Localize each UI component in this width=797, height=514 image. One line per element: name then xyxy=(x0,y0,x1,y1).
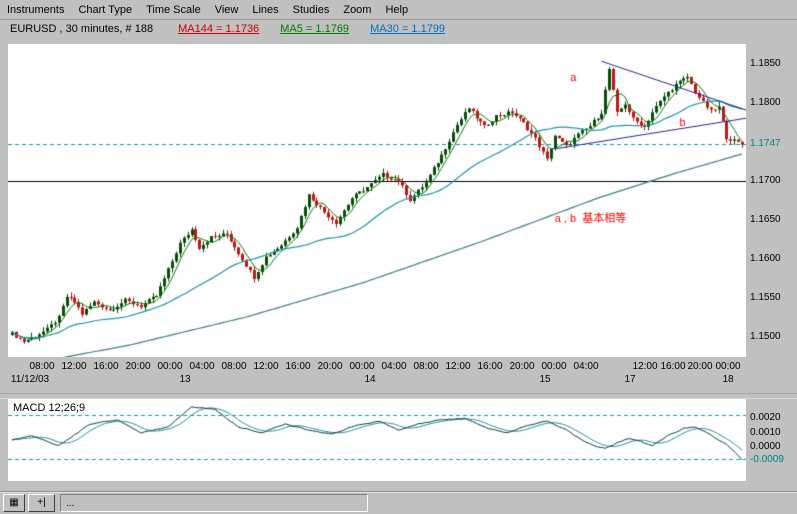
macd-current-value-label: -0.0009 xyxy=(750,454,784,465)
plus-divider-icon: +| xyxy=(37,497,46,508)
time-axis-label: 12:00 xyxy=(632,361,658,372)
macd-chart-canvas[interactable] xyxy=(8,399,746,481)
time-axis-label: 04:00 xyxy=(381,361,407,372)
menu-instruments[interactable]: Instruments xyxy=(7,3,65,16)
price-axis-label: 1.1600 xyxy=(750,253,781,264)
current-price-label: 1.1747 xyxy=(750,138,781,149)
status-message-text: ... xyxy=(66,497,75,509)
macd-axis-label: 0.0020 xyxy=(750,412,781,423)
time-axis-label: 04:00 xyxy=(573,361,599,372)
time-axis-label: 12:00 xyxy=(253,361,279,372)
menu-lines[interactable]: Lines xyxy=(252,3,279,16)
panel-splitter[interactable] xyxy=(0,393,797,399)
ma5-study-label[interactable]: MA5 = 1.1769 xyxy=(280,23,350,35)
menu-time-scale[interactable]: Time Scale xyxy=(146,3,201,16)
zoom-tools-button[interactable]: +| xyxy=(28,494,55,512)
macd-panel: MACD 12;26;9 xyxy=(8,399,746,481)
menu-chart-type[interactable]: Chart Type xyxy=(78,3,133,16)
time-axis-label: 00:00 xyxy=(715,361,741,372)
date-axis-label: 11/12/03 xyxy=(10,374,50,385)
time-axis-label: 16:00 xyxy=(93,361,119,372)
status-bar: ▦ +| ... xyxy=(0,491,797,514)
time-axis-label: 20:00 xyxy=(687,361,713,372)
date-axis-label: 17 xyxy=(624,374,636,385)
price-axis-label: 1.1700 xyxy=(750,175,781,186)
grid-icon: ▦ xyxy=(9,497,19,508)
instrument-info-label: EURUSD , 30 minutes, # 188 xyxy=(10,23,154,35)
time-axis-label: 20:00 xyxy=(509,361,535,372)
date-axis-label: 15 xyxy=(539,374,551,385)
time-axis-label: 16:00 xyxy=(477,361,503,372)
time-axis-label: 16:00 xyxy=(285,361,311,372)
time-axis-label: 00:00 xyxy=(157,361,183,372)
date-axis-label: 13 xyxy=(179,374,191,385)
macd-axis-label: 0.0000 xyxy=(750,441,781,452)
menu-studies[interactable]: Studies xyxy=(292,3,330,16)
menu-zoom[interactable]: Zoom xyxy=(343,3,372,16)
price-axis-label: 1.1850 xyxy=(750,58,781,69)
time-axis-label: 20:00 xyxy=(317,361,343,372)
ma144-study-label[interactable]: MA144 = 1.1736 xyxy=(178,23,260,35)
chart-info-bar: EURUSD , 30 minutes, # 188 MA144 = 1.173… xyxy=(10,23,463,35)
menu-help[interactable]: Help xyxy=(385,3,409,16)
price-chart-panel xyxy=(8,44,746,357)
macd-axis-label: 0.0010 xyxy=(750,427,781,438)
date-axis-label: 18 xyxy=(722,374,734,385)
macd-study-label[interactable]: MACD 12;26;9 xyxy=(13,402,86,414)
date-axis-label: 14 xyxy=(364,374,376,385)
time-axis-label: 12:00 xyxy=(445,361,471,372)
price-axis-label: 1.1800 xyxy=(750,97,781,108)
time-axis-label: 00:00 xyxy=(349,361,375,372)
layout-grid-button[interactable]: ▦ xyxy=(3,494,25,512)
time-axis-label: 08:00 xyxy=(221,361,247,372)
time-axis-label: 12:00 xyxy=(61,361,87,372)
menu-view[interactable]: View xyxy=(214,3,239,16)
time-axis-label: 08:00 xyxy=(29,361,55,372)
time-axis-label: 00:00 xyxy=(541,361,567,372)
price-chart-canvas[interactable] xyxy=(8,44,746,357)
time-axis-label: 16:00 xyxy=(660,361,686,372)
time-axis-label: 04:00 xyxy=(189,361,215,372)
ma30-study-label[interactable]: MA30 = 1.1799 xyxy=(370,23,446,35)
status-message-field: ... xyxy=(60,494,368,512)
menu-bar: Instruments Chart Type Time Scale View L… xyxy=(0,0,797,20)
price-axis-label: 1.1650 xyxy=(750,214,781,225)
price-axis-label: 1.1500 xyxy=(750,331,781,342)
price-axis-label: 1.1550 xyxy=(750,292,781,303)
time-axis-label: 08:00 xyxy=(413,361,439,372)
time-axis-label: 20:00 xyxy=(125,361,151,372)
